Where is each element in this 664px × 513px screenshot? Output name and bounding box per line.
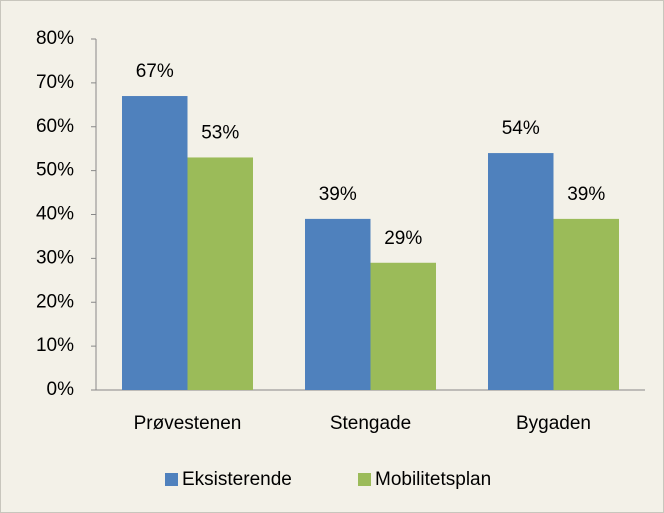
y-tick-label: 50% <box>36 160 74 181</box>
legend-label: Mobilitetsplan <box>375 469 491 490</box>
legend-swatch <box>165 473 178 486</box>
y-tick-label: 70% <box>36 72 74 93</box>
x-tick-label: Stengade <box>330 413 411 434</box>
y-tick-label: 30% <box>36 247 74 268</box>
value-label: 67% <box>136 61 174 82</box>
y-tick-label: 0% <box>47 379 75 400</box>
y-tick-label: 10% <box>36 335 74 356</box>
value-label: 54% <box>502 118 540 139</box>
bar <box>122 96 188 390</box>
x-tick-label: Prøvestenen <box>134 413 242 434</box>
bar <box>370 262 436 390</box>
y-tick-label: 20% <box>36 291 74 312</box>
bar <box>187 157 253 390</box>
value-label: 29% <box>384 228 422 249</box>
y-tick-label: 80% <box>36 28 74 49</box>
y-tick-label: 40% <box>36 204 74 225</box>
legend-swatch <box>358 473 371 486</box>
value-label: 39% <box>319 184 357 205</box>
legend-label: Eksisterende <box>182 469 292 490</box>
value-label: 53% <box>201 122 239 143</box>
x-tick-label: Bygaden <box>516 413 591 434</box>
bar <box>305 218 371 390</box>
bar <box>553 218 619 390</box>
y-tick-label: 60% <box>36 116 74 137</box>
value-label: 39% <box>567 184 605 205</box>
bar <box>488 153 554 390</box>
